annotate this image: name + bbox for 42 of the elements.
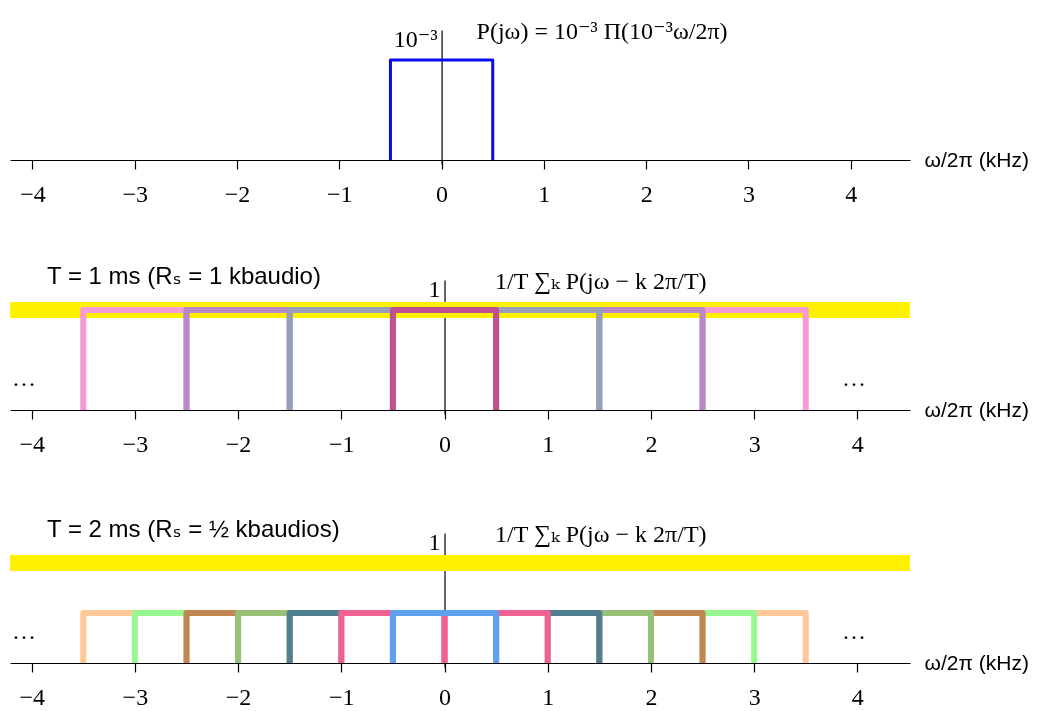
- x-tick-label: −1: [329, 430, 355, 457]
- chart-title: T = 1 ms (Rₛ = 1 kbaudio): [47, 262, 321, 289]
- x-tick-label: 3: [748, 430, 761, 457]
- x-tick-label: 0: [439, 683, 452, 710]
- x-tick-label: −2: [224, 180, 251, 207]
- x-tick-label: 0: [436, 180, 449, 207]
- x-tick-label: 3: [748, 683, 761, 710]
- series-label: P(jω) = 10⁻³ Π(10⁻³ω/2π): [476, 18, 728, 44]
- x-tick-label: −1: [327, 180, 353, 207]
- annotation: 1: [428, 276, 441, 302]
- x-tick-label: −4: [19, 683, 45, 710]
- chart-title: T = 2 ms (Rₛ = ½ kbaudios): [47, 515, 340, 542]
- x-tick-label: 4: [851, 683, 864, 710]
- x-tick-label: 4: [845, 180, 858, 207]
- annotation: …: [842, 618, 866, 644]
- series-label: 1/T ∑ₖ P(jω − k 2π/T): [495, 268, 707, 295]
- annotation: 1: [428, 529, 441, 555]
- x-axis-title: ω/2π (kHz): [924, 397, 1029, 421]
- x-tick-label: 1: [542, 683, 555, 710]
- x-axis-title: ω/2π (kHz): [924, 147, 1029, 171]
- x-tick-label: 2: [640, 180, 653, 207]
- x-tick-label: 3: [742, 180, 755, 207]
- x-tick-label: 1: [538, 180, 551, 207]
- x-tick-label: 0: [439, 430, 452, 457]
- x-tick-label: 4: [851, 430, 864, 457]
- annotation: …: [842, 365, 866, 391]
- x-tick-label: −2: [225, 430, 252, 457]
- x-tick-label: 1: [542, 430, 555, 457]
- x-axis-title: ω/2π (kHz): [924, 650, 1029, 674]
- x-tick-label: −2: [225, 683, 252, 710]
- x-tick-label: −4: [19, 430, 45, 457]
- x-tick-label: 2: [645, 683, 658, 710]
- x-tick-label: −1: [329, 683, 355, 710]
- annotation: …: [12, 365, 36, 391]
- x-tick-label: 2: [645, 430, 658, 457]
- x-tick-label: −3: [122, 430, 149, 457]
- annotation: 10⁻³: [393, 26, 438, 52]
- x-tick-label: −4: [20, 180, 46, 207]
- x-tick-label: −3: [122, 180, 149, 207]
- x-tick-label: −3: [122, 683, 149, 710]
- series-label: 1/T ∑ₖ P(jω − k 2π/T): [495, 521, 707, 548]
- annotation: …: [12, 618, 36, 644]
